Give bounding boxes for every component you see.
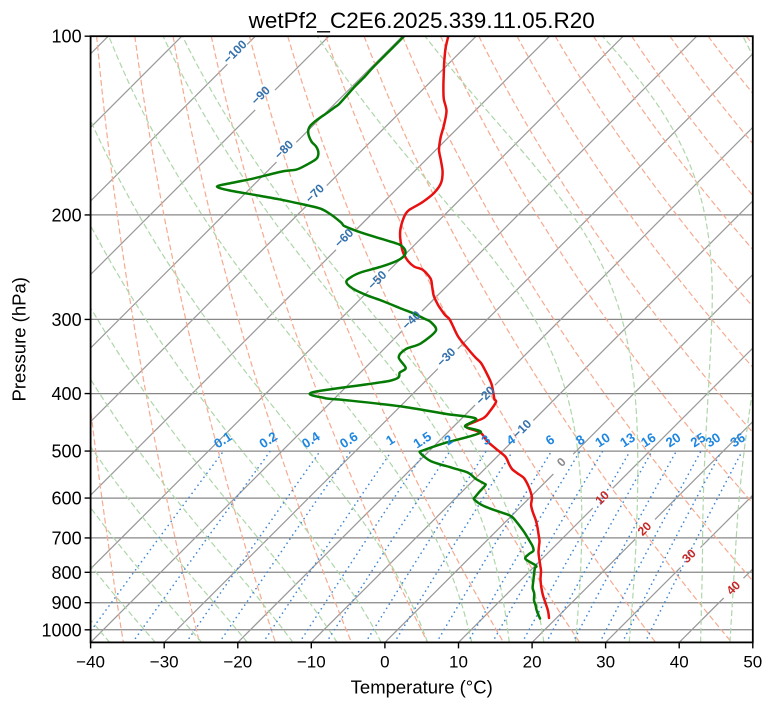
svg-text:36: 36	[727, 430, 747, 451]
svg-text:800: 800	[52, 563, 82, 583]
svg-text:50: 50	[743, 653, 762, 672]
svg-text:900: 900	[52, 593, 82, 613]
svg-text:25: 25	[688, 430, 708, 451]
svg-text:30: 30	[596, 653, 615, 672]
svg-text:40: 40	[670, 653, 689, 672]
svg-text:wetPf2_C2E6.2025.339.11.05.R20: wetPf2_C2E6.2025.339.11.05.R20	[248, 8, 595, 33]
svg-text:400: 400	[52, 384, 82, 404]
svg-text:−40: −40	[76, 653, 105, 672]
svg-text:−10: −10	[297, 653, 326, 672]
svg-text:300: 300	[52, 310, 82, 330]
svg-text:20: 20	[523, 653, 542, 672]
svg-text:10: 10	[592, 430, 612, 451]
svg-text:30: 30	[703, 430, 723, 451]
svg-text:500: 500	[52, 442, 82, 462]
svg-text:−30: −30	[150, 653, 179, 672]
svg-text:0: 0	[380, 653, 389, 672]
svg-text:200: 200	[52, 205, 82, 225]
svg-text:−20: −20	[223, 653, 252, 672]
svg-text:13: 13	[617, 430, 637, 451]
svg-text:100: 100	[52, 27, 82, 47]
svg-text:600: 600	[52, 489, 82, 509]
svg-text:700: 700	[52, 528, 82, 548]
svg-text:20: 20	[663, 430, 683, 451]
svg-text:10: 10	[449, 653, 468, 672]
svg-text:Pressure (hPa): Pressure (hPa)	[9, 277, 30, 401]
svg-text:Temperature (°C): Temperature (°C)	[351, 677, 493, 698]
svg-text:16: 16	[638, 430, 658, 451]
svg-text:1000: 1000	[42, 620, 82, 640]
